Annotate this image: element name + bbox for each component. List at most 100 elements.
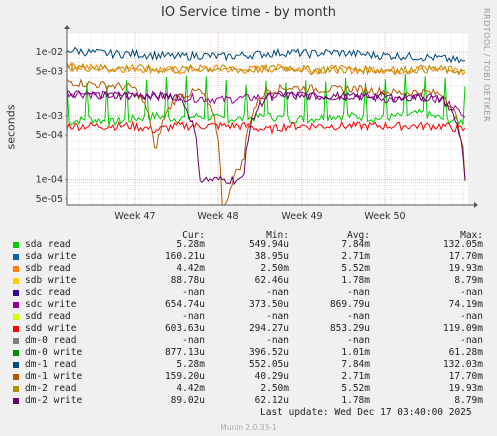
legend-value-avg: -nan	[347, 311, 370, 322]
y-tick-label: 5e-03	[36, 66, 63, 77]
legend-series-name: dm-2 read	[25, 383, 77, 394]
legend-value-max: 119.09m	[442, 323, 483, 334]
series-line	[66, 46, 466, 64]
legend-value-cur: 603.63u	[164, 323, 205, 334]
legend-value-min: 373.50u	[248, 299, 289, 310]
legend-swatch	[13, 302, 19, 308]
legend-value-cur: 160.21u	[164, 251, 205, 262]
legend-value-cur: 159.20u	[164, 371, 205, 382]
legend-value-max: 74.19m	[448, 299, 483, 310]
legend-value-min: 2.50m	[260, 263, 289, 274]
legend-value-max: 8.79m	[454, 395, 483, 406]
legend-value-cur: 4.42m	[176, 263, 205, 274]
y-axis-arrow	[64, 25, 70, 29]
legend-value-max: 61.28m	[448, 347, 483, 358]
legend-value-min: -nan	[266, 335, 289, 346]
legend-value-cur: 5.28m	[176, 239, 205, 250]
legend-value-cur: -nan	[182, 311, 205, 322]
legend-swatch	[13, 350, 19, 356]
legend-row: dm-2 write 89.02u 62.12u 1.78m 8.79m	[0, 395, 497, 407]
legend-row: sdd read -nan -nan -nan -nan	[0, 311, 497, 323]
column-header-avg: Avg:	[347, 230, 370, 241]
legend-value-avg: 7.84m	[341, 239, 370, 250]
legend-row: dm-0 read -nan -nan -nan -nan	[0, 335, 497, 347]
legend-value-max: 17.70m	[448, 371, 483, 382]
legend-series-name: sdc read	[25, 287, 71, 298]
legend-value-avg: 5.52m	[341, 263, 370, 274]
legend-value-min: 552.05u	[248, 359, 289, 370]
legend-value-min: 549.94u	[248, 239, 289, 250]
chart-title: IO Service time - by month	[161, 5, 336, 20]
chart-plot: Week 47 Week 48 Week 49 Week 50 5e-05 1e-04 5e…	[36, 25, 478, 222]
legend-series-name: sdd read	[25, 311, 71, 322]
y-tick-label: 5e-04	[36, 130, 63, 141]
legend-series-name: sdd write	[25, 323, 77, 334]
legend-row: sda write 160.21u 38.95u 2.71m 17.70m	[0, 251, 497, 263]
legend-row: dm-1 read 5.28m 552.05u 7.84m 132.03m	[0, 359, 497, 371]
legend-value-min: 294.27u	[248, 323, 289, 334]
legend-value-min: 396.52u	[248, 347, 289, 358]
legend-value-avg: 1.01m	[341, 347, 370, 358]
legend-value-avg: 869.79u	[329, 299, 370, 310]
legend-value-cur: 89.02u	[170, 395, 205, 406]
legend-value-cur: 4.42m	[176, 383, 205, 394]
legend-value-cur: -nan	[182, 335, 205, 346]
legend-value-max: 132.03m	[442, 359, 483, 370]
legend-swatch	[13, 374, 19, 380]
legend-value-max: 17.70m	[448, 251, 483, 262]
legend-swatch	[13, 338, 19, 344]
legend-value-avg: -nan	[347, 287, 370, 298]
legend-swatch	[13, 314, 19, 320]
x-tick-label: Week 48	[197, 211, 238, 222]
legend-series-name: dm-1 write	[25, 371, 83, 382]
legend-value-min: 40.29u	[254, 371, 289, 382]
legend-swatch	[13, 386, 19, 392]
legend-row: dm-2 read 4.42m 2.50m 5.52m 19.93m	[0, 383, 497, 395]
legend-value-min: 38.95u	[254, 251, 289, 262]
legend-series-name: dm-1 read	[25, 359, 77, 370]
legend-value-avg: 2.71m	[341, 251, 370, 262]
last-update: Last update: Wed Dec 17 03:40:00 2025	[260, 407, 472, 418]
legend-value-avg: 1.78m	[341, 275, 370, 286]
y-tick-label: 1e-03	[36, 111, 63, 122]
legend-value-avg: 2.71m	[341, 371, 370, 382]
x-tick-label: Week 47	[114, 211, 155, 222]
legend-value-max: 132.05m	[442, 239, 483, 250]
legend-value-avg: 853.29u	[329, 323, 370, 334]
y-tick-label: 1e-04	[36, 175, 63, 186]
y-tick-label: 5e-05	[36, 194, 63, 205]
series-line	[66, 73, 466, 127]
legend-value-cur: 877.13u	[164, 347, 205, 358]
legend-series-name: sdb write	[25, 275, 77, 286]
series-line	[66, 90, 466, 186]
legend-value-cur: 88.78u	[170, 275, 205, 286]
legend-value-min: 62.12u	[254, 395, 289, 406]
legend-series-name: dm-0 write	[25, 347, 83, 358]
legend-series-name: dm-2 write	[25, 395, 83, 406]
legend-row: sdb write 88.78u 62.46u 1.78m 8.79m	[0, 275, 497, 287]
legend-value-avg: -nan	[347, 335, 370, 346]
series-line	[66, 120, 466, 135]
legend-value-max: -nan	[460, 311, 483, 322]
legend-swatch	[13, 326, 19, 332]
legend-swatch	[13, 398, 19, 404]
series-line	[66, 61, 466, 76]
legend-value-max: 19.93m	[448, 383, 483, 394]
legend-swatch	[13, 242, 19, 248]
x-axis-arrow	[474, 202, 478, 208]
column-header-cur: Cur:	[182, 230, 205, 241]
legend-value-avg: 1.78m	[341, 395, 370, 406]
legend-value-min: 62.46u	[254, 275, 289, 286]
legend-row: sdd write 603.63u 294.27u 853.29u 119.09m	[0, 323, 497, 335]
rrdtool-credit: RRDTOOL / TOBI OETIKER	[482, 8, 491, 123]
legend-swatch	[13, 290, 19, 296]
legend-series-name: sda write	[25, 251, 77, 262]
legend-series-name: sdb read	[25, 263, 71, 274]
legend-series-name: sdc write	[25, 299, 77, 310]
legend-value-min: -nan	[266, 311, 289, 322]
column-header-max: Max:	[460, 230, 483, 241]
x-tick-label: Week 49	[281, 211, 322, 222]
legend-value-max: 8.79m	[454, 275, 483, 286]
legend-value-max: -nan	[460, 335, 483, 346]
legend-swatch	[13, 254, 19, 260]
